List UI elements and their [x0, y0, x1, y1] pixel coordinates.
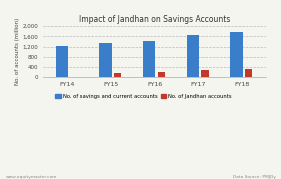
Bar — [187, 35, 199, 77]
Text: Data Source: PMJDy: Data Source: PMJDy — [232, 175, 275, 179]
Legend: No. of savings and current accounts, No. of Jandhan accounts: No. of savings and current accounts, No.… — [53, 92, 234, 101]
Bar — [99, 43, 112, 77]
Title: Impact of Jandhan on Savings Accounts: Impact of Jandhan on Savings Accounts — [79, 15, 230, 24]
Text: www.equitymaster.com: www.equitymaster.com — [6, 175, 57, 179]
Y-axis label: No. of accounts (million): No. of accounts (million) — [15, 18, 20, 85]
Bar — [230, 32, 243, 77]
Bar — [143, 41, 155, 77]
Bar — [158, 72, 165, 77]
Bar — [245, 69, 252, 77]
Bar — [114, 73, 121, 77]
Bar — [56, 46, 68, 77]
Bar — [201, 70, 209, 77]
